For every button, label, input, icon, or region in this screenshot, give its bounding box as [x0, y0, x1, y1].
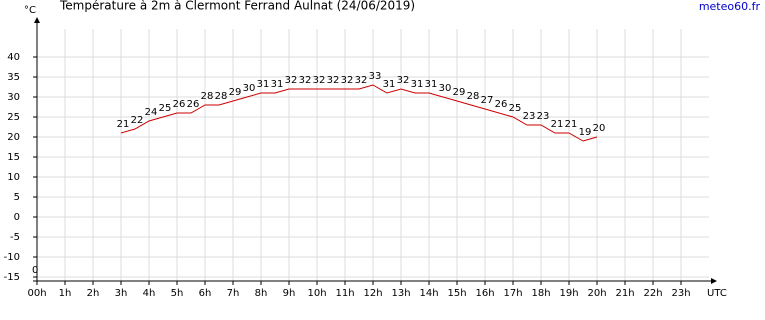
value-label: 21: [551, 119, 564, 130]
value-label: 32: [397, 75, 410, 86]
value-label: 22: [131, 115, 144, 126]
source-link[interactable]: meteo60.fr: [699, 0, 761, 13]
x-axis-arrow: [711, 278, 717, 284]
y-tick-label: 25: [7, 112, 20, 123]
x-tick-label: 7h: [227, 288, 240, 299]
corner-label: 0: [32, 265, 38, 276]
y-tick-label: 15: [7, 152, 20, 163]
value-label: 28: [201, 91, 214, 102]
value-label: 31: [411, 79, 424, 90]
y-tick-label: 5: [14, 192, 20, 203]
x-tick-label: 13h: [391, 288, 410, 299]
x-tick-label: 9h: [283, 288, 296, 299]
x-tick-label: 12h: [363, 288, 382, 299]
y-tick-label: 20: [7, 132, 20, 143]
x-tick-label: 14h: [419, 288, 438, 299]
value-label: 25: [509, 103, 522, 114]
x-tick-label: 19h: [559, 288, 578, 299]
y-axis-arrow: [34, 17, 40, 23]
x-tick-label: 5h: [171, 288, 184, 299]
value-label: 21: [117, 119, 130, 130]
value-label: 26: [187, 99, 200, 110]
x-tick-label: 20h: [587, 288, 606, 299]
value-label: 32: [327, 75, 340, 86]
x-tick-label: 21h: [615, 288, 634, 299]
x-tick-label: 15h: [447, 288, 466, 299]
y-axis-label: °C: [24, 5, 36, 16]
y-tick-label: 10: [7, 172, 20, 183]
value-label: 23: [537, 111, 550, 122]
x-tick-label: 2h: [87, 288, 100, 299]
value-label: 32: [299, 75, 312, 86]
x-tick-label: 4h: [143, 288, 156, 299]
value-label: 26: [173, 99, 186, 110]
y-tick-label: 30: [7, 92, 20, 103]
x-tick-label: 3h: [115, 288, 128, 299]
value-label: 20: [593, 123, 606, 134]
x-tick-label: 00h: [27, 288, 46, 299]
x-tick-label: 8h: [255, 288, 268, 299]
x-tick-label: 11h: [335, 288, 354, 299]
value-label: 28: [215, 91, 228, 102]
x-tick-label: 16h: [475, 288, 494, 299]
value-label: 31: [257, 79, 270, 90]
value-label: 27: [481, 95, 494, 106]
value-label: 33: [369, 71, 382, 82]
y-tick-label: 0: [14, 212, 20, 223]
y-tick-label: -5: [10, 232, 20, 243]
y-tick-label: -10: [4, 252, 20, 263]
value-label: 31: [271, 79, 284, 90]
x-axis-label: UTC: [707, 288, 727, 299]
value-label: 32: [341, 75, 354, 86]
x-tick-label: 18h: [531, 288, 550, 299]
value-label: 32: [285, 75, 298, 86]
value-label: 26: [495, 99, 508, 110]
value-label: 29: [229, 87, 242, 98]
x-tick-label: 1h: [59, 288, 72, 299]
value-label: 24: [145, 107, 158, 118]
value-label: 29: [453, 87, 466, 98]
value-label: 30: [243, 83, 256, 94]
x-tick-label: 22h: [643, 288, 662, 299]
value-label: 32: [313, 75, 326, 86]
value-label: 21: [565, 119, 578, 130]
x-tick-label: 10h: [307, 288, 326, 299]
value-label: 28: [467, 91, 480, 102]
y-tick-label: -15: [4, 272, 20, 283]
chart-title: Température à 2m à Clermont Ferrand Auln…: [59, 0, 415, 13]
value-label: 31: [425, 79, 438, 90]
x-tick-label: 17h: [503, 288, 522, 299]
temperature-line: [120, 84, 598, 142]
value-label: 32: [355, 75, 368, 86]
x-tick-label: 6h: [199, 288, 212, 299]
value-label: 19: [579, 127, 592, 138]
x-tick-label: 23h: [671, 288, 690, 299]
value-label: 25: [159, 103, 172, 114]
value-label: 30: [439, 83, 452, 94]
value-label: 31: [383, 79, 396, 90]
y-tick-label: 40: [7, 52, 20, 63]
value-label: 23: [523, 111, 536, 122]
y-tick-label: 35: [7, 72, 20, 83]
